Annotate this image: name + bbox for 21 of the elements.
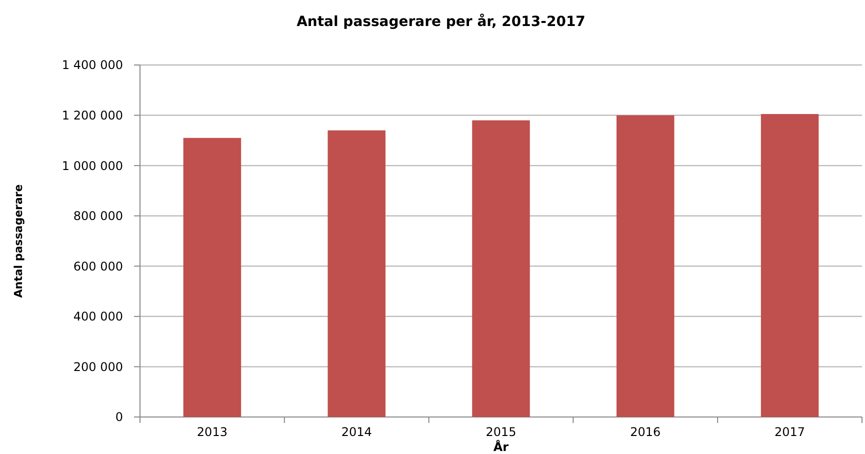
bar [183,138,242,417]
x-tick-label: 2017 [774,425,806,439]
y-tick-label: 600 000 [73,259,123,274]
bar [472,120,530,417]
x-tick-label: 2015 [486,425,516,439]
y-tick-label: 0 [115,410,123,424]
y-tick-label: 1 400 000 [62,58,123,72]
y-tick-label: 1 000 000 [62,158,123,173]
bar [328,130,386,417]
x-tick-label: 2016 [630,425,661,439]
y-axis-title: Antal passagerare [12,184,25,298]
x-axis-title: År [493,439,509,454]
y-tick-label: 1 200 000 [62,108,123,122]
y-tick-label: 400 000 [73,310,123,324]
x-tick-label: 2014 [341,425,372,439]
y-tick-label: 200 000 [73,360,123,374]
x-tick-label: 2013 [196,425,228,439]
y-tick-label: 800 000 [73,209,123,224]
bar [760,114,819,417]
chart-title: Antal passagerare per år, 2013-2017 [296,13,586,30]
bar [616,115,674,417]
